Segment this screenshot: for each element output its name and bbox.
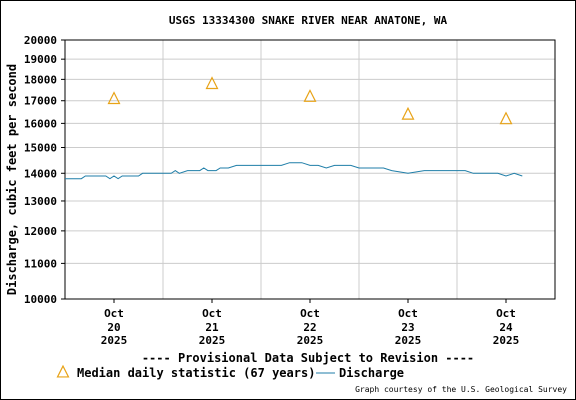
credit-text: Graph courtesy of the U.S. Geological Su…: [355, 385, 567, 394]
y-tick-label: 17000: [24, 95, 57, 108]
provisional-note: ---- Provisional Data Subject to Revisio…: [142, 351, 474, 365]
x-tick-label: 2025: [101, 334, 128, 347]
median-statistic-marker: [205, 76, 219, 90]
grid: [65, 39, 555, 300]
y-axis: 10000 11000 12000 13000 14000 15000 16000 17000…: [24, 34, 65, 306]
x-tick-label: 22: [303, 321, 316, 334]
legend-triangle-shape: [56, 364, 70, 378]
x-tick-label: 2025: [493, 334, 520, 347]
y-tick-label: 15000: [24, 141, 57, 154]
x-tick-label: 2025: [297, 334, 324, 347]
legend-label-discharge: Discharge: [339, 366, 404, 380]
x-tick-label: Oct: [398, 307, 418, 320]
x-tick-label: 2025: [199, 334, 226, 347]
y-tick-label: 13000: [24, 195, 57, 208]
legend-label-median: Median daily statistic (67 years): [77, 366, 315, 380]
median-statistic-marker: [303, 89, 317, 102]
x-tick-label: 2025: [395, 334, 422, 347]
x-tick-label: 23: [401, 321, 414, 334]
y-tick-label: 10000: [24, 293, 57, 306]
y-tick-label: 12000: [24, 225, 57, 238]
y-tick-label: 11000: [24, 257, 57, 270]
median-statistic-marker: [499, 111, 513, 125]
median-statistic-marker: [107, 91, 121, 105]
chart-title: USGS 13334300 SNAKE RIVER NEAR ANATONE, …: [169, 14, 448, 27]
y-tick-label: 18000: [24, 73, 57, 86]
y-tick-label: 16000: [24, 117, 57, 130]
legend-triangle-icon: [56, 364, 70, 378]
x-tick-label: 24: [499, 321, 513, 334]
median-statistic-marker: [401, 106, 415, 120]
x-tick-label: Oct: [300, 307, 320, 320]
x-tick-label: Oct: [202, 307, 222, 320]
discharge-series-line: [65, 162, 523, 180]
y-tick-label: 14000: [24, 167, 57, 180]
x-tick-label: Oct: [496, 307, 516, 320]
x-axis: Oct202025Oct212025Oct222025Oct232025Oct2…: [101, 299, 520, 347]
legend: Median daily statistic (67 years) Discha…: [56, 364, 404, 380]
x-tick-label: 21: [205, 321, 219, 334]
y-tick-label: 20000: [24, 34, 57, 47]
x-tick-label: Oct: [104, 307, 124, 320]
y-axis-label: Discharge, cubic feet per second: [5, 64, 19, 295]
plot-area: [64, 39, 556, 300]
x-tick-label: 20: [107, 321, 120, 334]
series-layer: [65, 76, 523, 180]
y-tick-label: 19000: [24, 53, 57, 66]
